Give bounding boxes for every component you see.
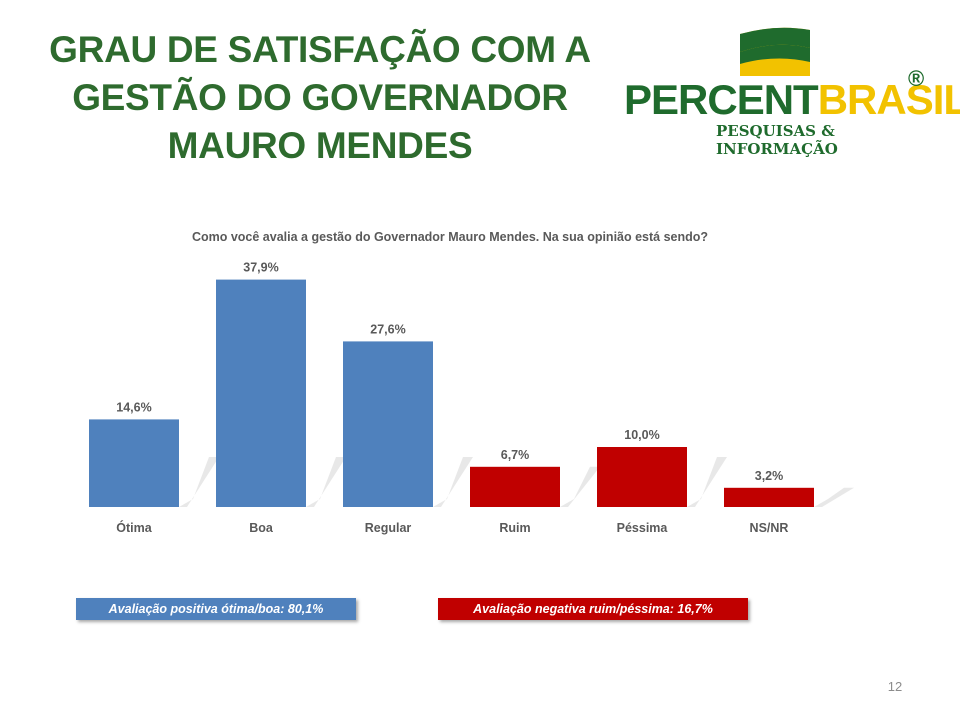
data-label-2: 27,6% xyxy=(370,322,405,336)
positive-summary-box: Avaliação positiva ótima/boa: 80,1% xyxy=(76,598,356,620)
title-line-2: GESTÃO DO GOVERNADOR xyxy=(72,77,568,118)
bar-shadow xyxy=(814,487,854,507)
bar-2 xyxy=(343,341,433,507)
data-label-0: 14,6% xyxy=(116,400,151,414)
bar-0 xyxy=(89,419,179,507)
category-label-3: Ruim xyxy=(499,521,530,535)
data-label-3: 6,7% xyxy=(501,448,530,462)
registered-mark: ® xyxy=(908,66,925,91)
brazil-flag-icon xyxy=(740,27,810,76)
title-line-3: MAURO MENDES xyxy=(167,125,473,166)
category-label-0: Ótima xyxy=(116,520,152,535)
data-label-4: 10,0% xyxy=(624,428,659,442)
bar-shadow xyxy=(179,457,219,507)
negative-summary-box: Avaliação negativa ruim/péssima: 16,7% xyxy=(438,598,748,620)
bar-shadow xyxy=(433,457,473,507)
logo-brand-part1: PERCENT xyxy=(624,76,819,123)
bar-5 xyxy=(724,487,814,507)
slide-title: GRAU DE SATISFAÇÃO COM A GESTÃO DO GOVER… xyxy=(40,26,600,170)
bar-shadow xyxy=(306,457,346,507)
category-label-4: Péssima xyxy=(617,521,669,535)
logo-tagline: PESQUISAS & INFORMAÇÃO xyxy=(716,122,838,158)
title-line-1: GRAU DE SATISFAÇÃO COM A xyxy=(49,29,591,70)
bar-shadow xyxy=(687,457,727,507)
logo-brand-part2: BRASIL xyxy=(817,76,960,123)
data-label-5: 3,2% xyxy=(755,469,784,483)
category-label-1: Boa xyxy=(249,521,274,535)
bar-1 xyxy=(216,279,306,507)
bar-4 xyxy=(597,447,687,507)
category-label-5: NS/NR xyxy=(750,521,789,535)
logo-wordmark: PERCENTBRASIL xyxy=(624,76,960,124)
category-label-2: Regular xyxy=(365,521,412,535)
chart-title: Como você avalia a gestão do Governador … xyxy=(191,230,709,244)
page-number: 12 xyxy=(887,679,903,694)
bar-shadow xyxy=(560,466,600,507)
percentbrasil-logo: PERCENTBRASIL ® PESQUISAS & INFORMAÇÃO xyxy=(618,18,960,158)
data-label-1: 37,9% xyxy=(243,261,278,275)
bar-3 xyxy=(470,466,560,507)
